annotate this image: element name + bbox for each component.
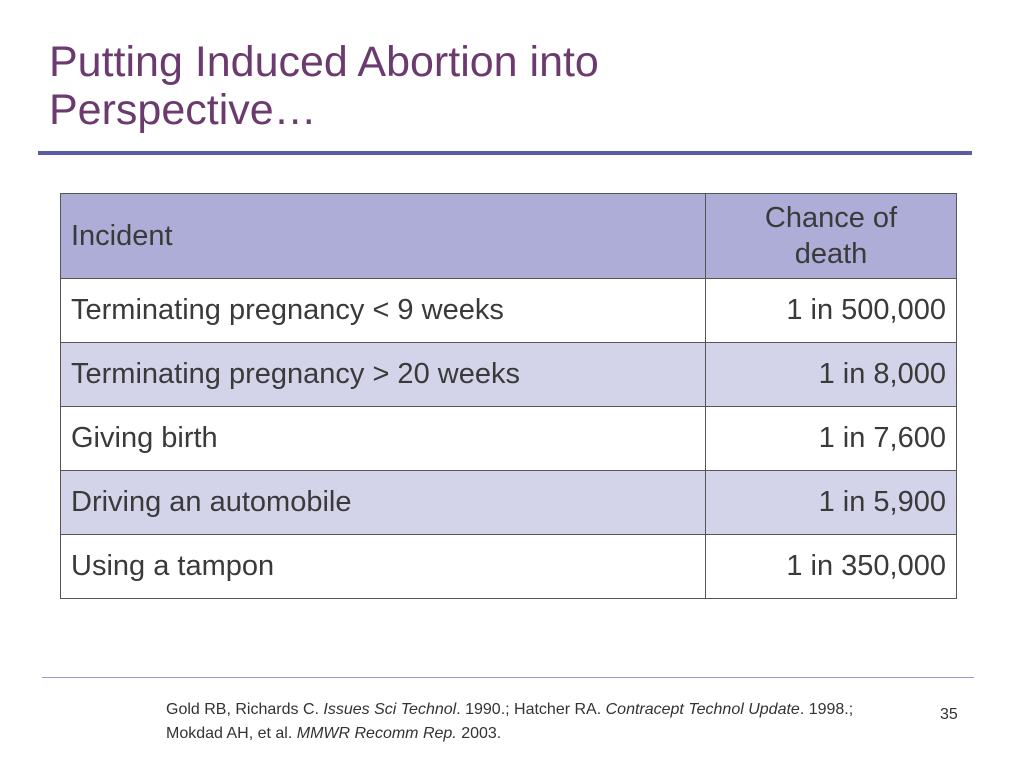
table-row: Driving an automobile 1 in 5,900 [60, 470, 957, 535]
table-header-row: Incident Chance of death [60, 193, 957, 279]
citation: Gold RB, Richards C. Issues Sci Technol.… [166, 698, 906, 746]
footer-divider [42, 677, 974, 678]
incident-cell: Driving an automobile [60, 470, 706, 535]
slide-title-line-1: Putting Induced Abortion into [49, 38, 599, 86]
incident-cell: Giving birth [60, 406, 706, 471]
citation-text: . 1998.; Mokdad AH, et al. [166, 701, 854, 742]
incident-cell: Terminating pregnancy < 9 weeks [60, 278, 706, 343]
table-row: Using a tampon 1 in 350,000 [60, 534, 957, 599]
header-chance-line-1: Chance of [764, 202, 898, 234]
citation-text: Gold RB, Richards C. [166, 701, 324, 718]
citation-journal: Issues Sci Technol [323, 701, 457, 718]
header-incident: Incident [60, 193, 706, 279]
incident-cell: Terminating pregnancy > 20 weeks [60, 342, 706, 407]
page-number: 35 [940, 706, 958, 723]
chance-cell: 1 in 5,900 [705, 470, 957, 535]
citation-journal: MMWR Recomm Rep. [296, 725, 457, 742]
chance-cell: 1 in 8,000 [705, 342, 957, 407]
mortality-table: Incident Chance of death Terminating pre… [60, 193, 957, 599]
citation-text: . 1990.; Hatcher RA. [456, 701, 606, 718]
incident-cell: Using a tampon [60, 534, 706, 599]
slide-title: Putting Induced Abortion into Perspectiv… [49, 38, 949, 134]
header-chance-of-death: Chance of death [705, 193, 957, 279]
citation-text: 2003. [456, 725, 502, 742]
table-row: Terminating pregnancy > 20 weeks 1 in 8,… [60, 342, 957, 407]
table-row: Giving birth 1 in 7,600 [60, 406, 957, 471]
header-chance-line-2: death [794, 238, 868, 270]
chance-cell: 1 in 500,000 [705, 278, 957, 343]
title-divider [38, 151, 972, 155]
table-row: Terminating pregnancy < 9 weeks 1 in 500… [60, 278, 957, 343]
chance-cell: 1 in 7,600 [705, 406, 957, 471]
chance-cell: 1 in 350,000 [705, 534, 957, 599]
citation-journal: Contracept Technol Update [605, 701, 800, 718]
slide-title-line-2: Perspective… [49, 86, 317, 134]
